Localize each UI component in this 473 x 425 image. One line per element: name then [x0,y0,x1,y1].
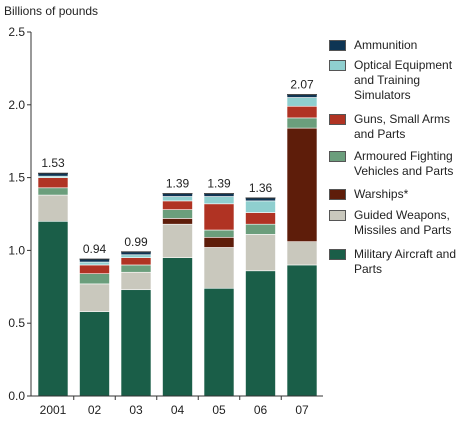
bar-segment [79,264,110,274]
x-tick-label: 05 [212,403,226,417]
x-tick-label: 03 [129,403,143,417]
bar-segment [79,273,110,285]
bar-segment [120,271,152,291]
x-tick-label: 06 [254,403,268,417]
x-tick-label: 04 [171,403,185,417]
legend-item-armoured: Armoured Fighting Vehicles and Parts [329,149,471,187]
legend-swatch [329,210,346,221]
bar-segment [203,229,235,238]
y-tick-label: 2.0 [8,98,25,112]
y-tick-label: 0.0 [8,389,25,403]
bar-segment [162,223,193,258]
bar-segment [162,218,193,225]
bar-segment [37,220,69,397]
legend-item-aircraft: Military Aircraft and Parts [329,247,471,281]
x-tick-label: 02 [88,403,102,417]
y-tick-label: 2.5 [8,25,25,39]
legend-item-ammunition: Ammunition [329,38,471,58]
legend-label: Optical Equipment and Training Simulator… [354,58,453,102]
legend-label: Ammunition [354,38,418,52]
bar-segment [79,311,110,397]
bar-segment [286,117,318,129]
legend-label: Armoured Fighting Vehicles and Parts [354,149,454,178]
legend-swatch [329,40,346,51]
bar-segment [286,241,318,266]
bar-segment [162,200,193,210]
bar-segment [245,234,276,272]
bar-segment [79,283,110,312]
bar-segment [120,264,152,273]
bar-segment [120,254,152,258]
bar-segment [203,203,235,231]
bar-segment [203,196,235,205]
total-label: 0.99 [124,235,148,249]
bar-segment [37,187,69,196]
bar-segment [245,212,276,225]
bar-segment [286,97,318,107]
bar-segment [286,105,318,119]
bar-segment [37,194,69,222]
y-axis-title: Billions of pounds [4,4,99,18]
legend-swatch [329,114,346,125]
bar-segment [286,127,318,242]
legend-swatch [329,249,346,260]
legend-item-guided: Guided Weapons, Missiles and Parts [329,208,471,247]
total-label: 1.36 [249,181,273,195]
bar-segment [162,257,193,397]
bar-segment [203,236,235,248]
bar-segment [37,177,69,189]
legend-swatch [329,151,346,162]
bar-segment [120,257,152,266]
legend-item-optical: Optical Equipment and Training Simulator… [329,58,471,112]
total-label: 1.39 [166,177,190,191]
legend: Ammunition Optical Equipment and Trainin… [329,38,471,281]
total-label: 1.53 [41,156,65,170]
bar-segment [120,289,152,397]
y-tick-label: 1.5 [8,171,25,185]
bar-segment [286,264,318,397]
bar-segment [162,196,193,202]
bar-segment [245,270,276,397]
legend-swatch [329,60,346,71]
bar-segment [245,200,276,213]
total-label: 1.39 [207,177,231,191]
legend-label: Guns, Small Arms and Parts [354,112,451,141]
x-tick-label: 07 [295,403,309,417]
bar-segment [245,223,276,235]
total-label: 2.07 [290,78,314,92]
x-tick-label: 2001 [40,403,67,417]
bar-segment [203,287,235,397]
legend-item-warships: Warships* [329,187,471,208]
y-tick-label: 0.5 [8,316,25,330]
legend-label: Military Aircraft and Parts [354,247,457,276]
legend-item-guns: Guns, Small Arms and Parts [329,112,471,149]
bar-segment [162,209,193,219]
legend-swatch [329,189,346,200]
legend-label: Warships* [354,187,409,201]
total-label: 0.94 [83,242,107,256]
legend-label: Guided Weapons, Missiles and Parts [354,208,452,237]
bar-segment [79,261,110,266]
bar-segment [203,247,235,289]
y-tick-label: 1.0 [8,243,25,257]
